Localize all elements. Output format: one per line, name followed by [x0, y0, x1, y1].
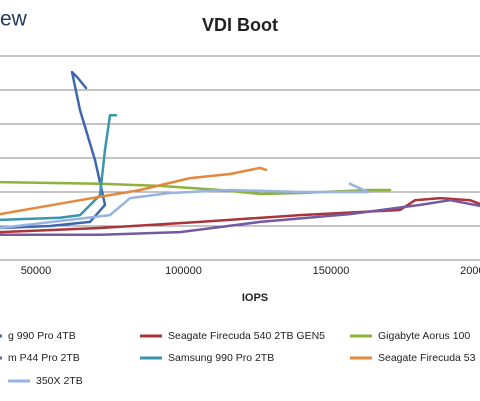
x-tick-label: 50000: [21, 265, 52, 277]
series-line: [0, 180, 392, 196]
series-line: [0, 113, 118, 222]
series-line: [0, 198, 480, 237]
x-axis-title: IOPS: [242, 292, 268, 304]
legend-label: 350X 2TB: [36, 375, 83, 387]
legend-label: Samsung 990 Pro 2TB: [168, 352, 274, 364]
grid: 50000 100000 150000 200000: [0, 55, 480, 277]
logo-text: ew: [0, 8, 28, 31]
legend-label: Gigabyte Aorus 100: [378, 330, 470, 342]
legend: g 990 Pro 4TB Seagate Firecuda 540 2TB GE…: [0, 330, 476, 387]
legend-label: Seagate Firecuda 540 2TB GEN5: [168, 330, 325, 342]
legend-label: m P44 Pro 2TB: [8, 352, 80, 364]
x-tick-label: 200000: [460, 265, 480, 277]
series-line: [0, 182, 370, 230]
chart-title: VDI Boot: [202, 15, 278, 35]
plot-lines: [0, 70, 480, 237]
series-line: [0, 70, 107, 230]
x-tick-label: 100000: [165, 265, 202, 277]
series-line: [0, 166, 268, 216]
legend-label: g 990 Pro 4TB: [8, 330, 76, 342]
x-tick-label: 150000: [313, 265, 350, 277]
legend-label: Seagate Firecuda 53: [378, 352, 476, 364]
series-line: [0, 196, 480, 234]
